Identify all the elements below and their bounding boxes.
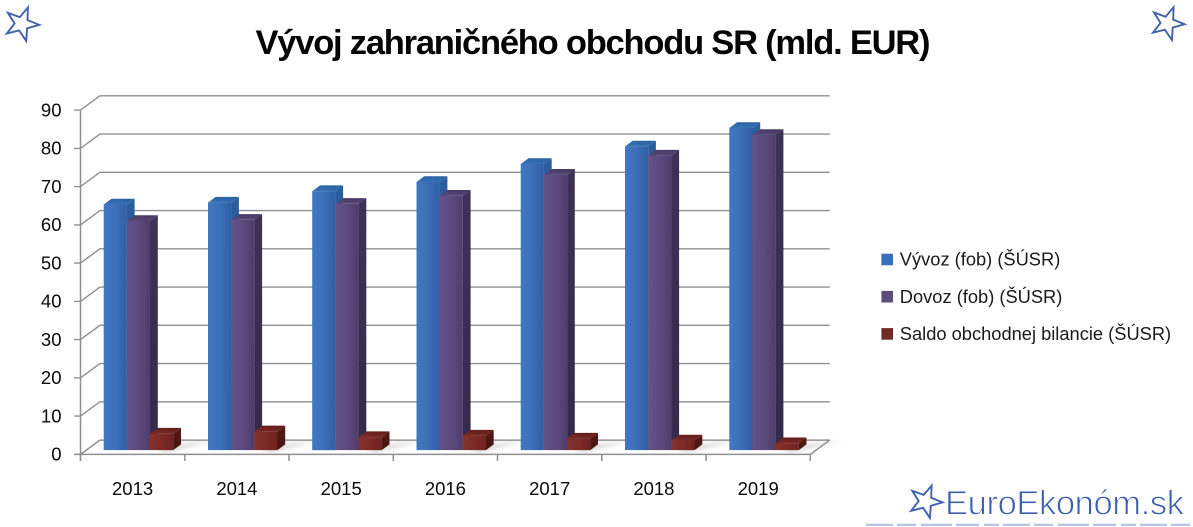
svg-text:2018: 2018 bbox=[633, 478, 674, 499]
svg-text:40: 40 bbox=[41, 291, 62, 312]
svg-text:60: 60 bbox=[41, 214, 62, 235]
svg-text:0: 0 bbox=[51, 444, 61, 465]
svg-text:Saldo obchodnej bilancie (ŠÚSR: Saldo obchodnej bilancie (ŠÚSR) bbox=[900, 323, 1171, 344]
svg-text:2017: 2017 bbox=[529, 478, 570, 499]
svg-text:50: 50 bbox=[41, 252, 62, 273]
svg-text:10: 10 bbox=[41, 405, 62, 426]
svg-text:2013: 2013 bbox=[112, 478, 153, 499]
svg-text:2015: 2015 bbox=[321, 478, 362, 499]
svg-text:EuroEkonóm.sk: EuroEkonóm.sk bbox=[945, 485, 1185, 523]
svg-text:2014: 2014 bbox=[216, 478, 257, 499]
svg-text:Dovoz (fob) (ŠÚSR): Dovoz (fob) (ŠÚSR) bbox=[900, 286, 1063, 307]
svg-text:20: 20 bbox=[41, 367, 62, 388]
svg-text:80: 80 bbox=[41, 138, 62, 159]
svg-text:2016: 2016 bbox=[425, 478, 466, 499]
svg-text:30: 30 bbox=[41, 329, 62, 350]
svg-text:70: 70 bbox=[41, 176, 62, 197]
svg-text:Vývoj zahraničného obchodu SR: Vývoj zahraničného obchodu SR (mld. EUR) bbox=[256, 24, 931, 62]
svg-text:2019: 2019 bbox=[738, 478, 779, 499]
svg-text:Vývoz (fob) (ŠÚSR): Vývoz (fob) (ŠÚSR) bbox=[900, 249, 1061, 270]
svg-text:90: 90 bbox=[41, 99, 62, 120]
